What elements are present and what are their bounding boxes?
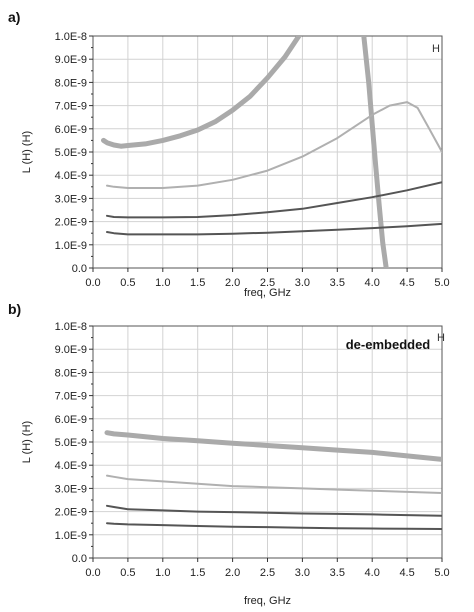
series-line-2 — [361, 36, 389, 268]
x-tick-label: 2.5 — [260, 277, 275, 289]
y-tick-label: 4.0E-9 — [55, 460, 87, 472]
x-tick-label: 1.5 — [190, 277, 205, 289]
panel-label: b) — [8, 301, 21, 317]
x-tick-label: 3.5 — [330, 567, 345, 579]
y-axis-label: L (H) (H) — [21, 421, 33, 463]
y-tick-label: 1.0E-8 — [55, 321, 87, 333]
series-line-3 — [106, 504, 442, 517]
y-axis-label: L (H) (H) — [21, 131, 33, 173]
y-tick-label: 8.0E-9 — [55, 77, 87, 89]
x-tick-label: 4.0 — [365, 567, 380, 579]
y-tick-label: 6.0E-9 — [55, 414, 87, 426]
x-tick-label: 4.0 — [365, 277, 380, 289]
x-tick-label: 2.0 — [225, 567, 240, 579]
y-tick-label: 9.0E-9 — [55, 54, 87, 66]
x-tick-label: 2.5 — [260, 567, 275, 579]
x-tick-label: 3.0 — [295, 567, 310, 579]
series-line-1 — [104, 430, 442, 462]
x-tick-label: 5.0 — [434, 277, 449, 289]
series-line-3 — [106, 101, 442, 189]
x-tick-label: 0.0 — [85, 567, 100, 579]
x-axis-label: freq, GHz — [244, 595, 291, 607]
series-line-1 — [101, 36, 302, 149]
x-axis-label: freq, GHz — [244, 287, 291, 299]
x-tick-label: 0.5 — [120, 277, 135, 289]
y-tick-label: 6.0E-9 — [55, 124, 87, 136]
series-line-4 — [106, 522, 442, 530]
series-line-5 — [106, 222, 442, 236]
y-tick-label: 5.0E-9 — [55, 147, 87, 159]
y-tick-label: 9.0E-9 — [55, 344, 87, 356]
y-tick-label: 0.0 — [72, 263, 87, 275]
x-tick-label: 4.5 — [399, 277, 414, 289]
series-line-4 — [106, 181, 442, 219]
y-tick-label: 1.0E-9 — [55, 530, 87, 542]
y-tick-label: 8.0E-9 — [55, 367, 87, 379]
y-tick-label: 0.0 — [72, 553, 87, 565]
x-tick-label: 0.5 — [120, 567, 135, 579]
corner-unit-label: H — [432, 43, 440, 55]
x-tick-label: 1.0 — [155, 567, 170, 579]
series-line-2 — [106, 474, 442, 494]
x-tick-label: 3.5 — [330, 277, 345, 289]
y-tick-label: 1.0E-8 — [55, 31, 87, 43]
y-tick-label: 2.0E-9 — [55, 217, 87, 229]
x-tick-label: 1.0 — [155, 277, 170, 289]
x-tick-label: 3.0 — [295, 277, 310, 289]
y-tick-label: 4.0E-9 — [55, 170, 87, 182]
chart-panel-a: 0.0 1.0E-9 2.0E-9 3.0E-9 4.0E-9 5.0E-9 6.0E-9 7… — [8, 9, 450, 299]
x-tick-label: 1.5 — [190, 567, 205, 579]
y-tick-label: 5.0E-9 — [55, 437, 87, 449]
y-tick-label: 3.0E-9 — [55, 483, 87, 495]
y-tick-label: 3.0E-9 — [55, 193, 87, 205]
panel-label: a) — [8, 9, 20, 25]
x-tick-label: 0.0 — [85, 277, 100, 289]
annotation-label: de-embedded — [346, 337, 431, 352]
y-tick-label: 7.0E-9 — [55, 101, 87, 113]
chart-panel-b: 0.0 1.0E-9 2.0E-9 3.0E-9 4.0E-9 5.0E-9 6.0E-9 7… — [8, 301, 450, 607]
corner-unit-label: H — [437, 332, 445, 344]
y-tick-label: 7.0E-9 — [55, 391, 87, 403]
y-tick-label: 1.0E-9 — [55, 240, 87, 252]
y-tick-label: 2.0E-9 — [55, 507, 87, 519]
x-tick-label: 2.0 — [225, 277, 240, 289]
x-tick-label: 5.0 — [434, 567, 449, 579]
x-tick-label: 4.5 — [399, 567, 414, 579]
